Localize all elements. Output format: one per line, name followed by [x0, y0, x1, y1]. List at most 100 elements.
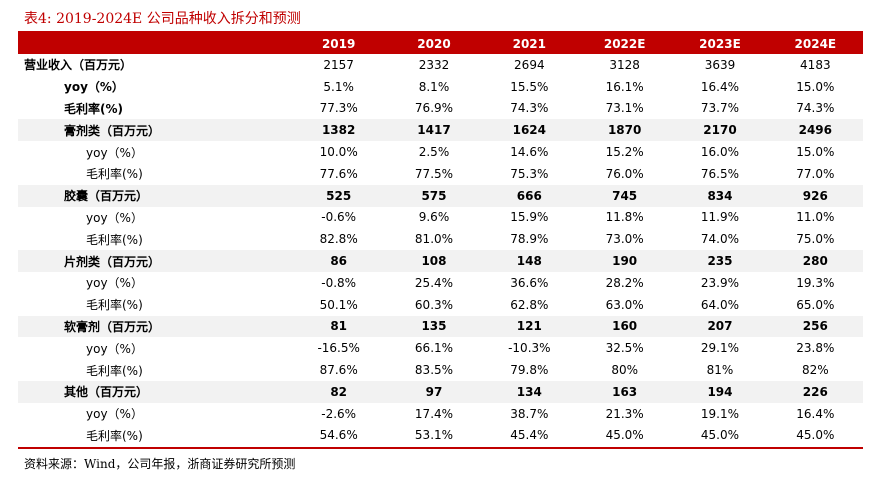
- table-row: 毛利率(%) 82.8% 81.0% 78.9% 73.0% 74.0% 75.0%: [18, 228, 863, 250]
- table-row: 其他（百万元） 82 97 134 163 194 226: [18, 380, 863, 403]
- value-cell: 45.0%: [700, 428, 740, 443]
- table-row: 软膏剂（百万元） 81 135 121 160 207 256: [18, 315, 863, 338]
- row-label: 毛利率(%): [64, 101, 123, 116]
- table-row: yoy（%） -0.8% 25.4% 36.6% 28.2% 23.9% 19.3%: [18, 272, 863, 294]
- value-cell: 9.6%: [418, 210, 450, 225]
- table-row: 毛利率(%) 77.6% 77.5% 75.3% 76.0% 76.5% 77.0%: [18, 163, 863, 185]
- value-cell: 8.1%: [418, 79, 450, 94]
- value-cell: 16.4%: [700, 79, 740, 94]
- value-cell: 75.0%: [796, 232, 835, 247]
- value-cell: 280: [767, 250, 863, 272]
- value-cell: 11.9%: [700, 210, 740, 225]
- value-cell: 63.0%: [605, 297, 644, 312]
- row-label: 毛利率(%): [86, 298, 143, 313]
- header-cell-2020: 2020: [386, 33, 482, 54]
- value-cell: 15.0%: [796, 145, 835, 160]
- row-label: 其他（百万元）: [18, 380, 291, 403]
- table-row: 营业收入（百万元） 2157 2332 2694 3128 3639 4183: [18, 54, 863, 76]
- value-cell: 16.0%: [700, 145, 740, 160]
- value-cell: 97: [386, 380, 482, 403]
- value-cell: -2.6%: [321, 406, 357, 421]
- value-cell: 81.0%: [414, 232, 454, 247]
- value-cell: 1870: [576, 119, 673, 142]
- value-cell: 121: [481, 315, 577, 338]
- value-cell: 2332: [418, 57, 450, 72]
- value-cell: 62.8%: [510, 297, 549, 312]
- value-cell: 83.5%: [414, 363, 454, 378]
- value-cell: 108: [386, 250, 482, 272]
- revenue-split-table: 2019 2020 2021 2022E 2023E 2024E 营业收入（百万…: [18, 33, 863, 446]
- row-label: yoy（%）: [86, 210, 143, 225]
- value-cell: 78.9%: [510, 232, 549, 247]
- value-cell: 45.4%: [510, 428, 549, 443]
- table-row: yoy（%） -2.6% 17.4% 38.7% 21.3% 19.1% 16.4%: [18, 403, 863, 425]
- value-cell: -0.8%: [321, 275, 357, 290]
- value-cell: 2694: [514, 57, 545, 72]
- table-row: 毛利率(%) 54.6% 53.1% 45.4% 45.0% 45.0% 45.0%: [18, 425, 863, 447]
- value-cell: 15.5%: [510, 79, 549, 94]
- value-cell: 256: [767, 315, 863, 338]
- row-label: 软膏剂（百万元）: [18, 315, 291, 338]
- value-cell: 1382: [291, 119, 387, 142]
- value-cell: 575: [386, 184, 482, 207]
- value-cell: 2170: [672, 119, 768, 142]
- row-label: 毛利率(%): [86, 428, 143, 443]
- value-cell: 15.9%: [510, 210, 549, 225]
- value-cell: 19.3%: [796, 275, 835, 290]
- value-cell: 76.5%: [700, 166, 740, 181]
- value-cell: 54.6%: [319, 428, 358, 443]
- value-cell: 86: [291, 250, 387, 272]
- value-cell: 77.0%: [796, 166, 835, 181]
- value-cell: 14.6%: [510, 145, 549, 160]
- value-cell: 15.2%: [605, 145, 644, 160]
- value-cell: 226: [767, 380, 863, 403]
- value-cell: 1417: [386, 119, 482, 142]
- value-cell: -16.5%: [317, 341, 360, 356]
- value-cell: 73.0%: [605, 232, 644, 247]
- table-row: 毛利率(%) 50.1% 60.3% 62.8% 63.0% 64.0% 65.0%: [18, 294, 863, 316]
- value-cell: 76.0%: [605, 166, 644, 181]
- value-cell: 87.6%: [319, 363, 358, 378]
- value-cell: 16.1%: [605, 79, 644, 94]
- table-body: 营业收入（百万元） 2157 2332 2694 3128 3639 4183 yoy（%） 5…: [18, 54, 863, 446]
- value-cell: 11.0%: [796, 210, 835, 225]
- value-cell: 17.4%: [414, 406, 454, 421]
- value-cell: 2496: [767, 119, 863, 142]
- value-cell: 80%: [611, 363, 638, 378]
- table-row: yoy（%） -0.6% 9.6% 15.9% 11.8% 11.9% 11.0%: [18, 207, 863, 229]
- value-cell: 2157: [323, 57, 354, 72]
- value-cell: 23.9%: [700, 275, 740, 290]
- header-cell-2023e: 2023E: [672, 33, 768, 54]
- value-cell: 25.4%: [414, 275, 454, 290]
- header-cell-2024e: 2024E: [767, 33, 863, 54]
- value-cell: 190: [576, 250, 673, 272]
- value-cell: 21.3%: [605, 406, 644, 421]
- value-cell: 32.5%: [605, 341, 644, 356]
- header-cell-label: [18, 33, 291, 54]
- table-row: yoy（%） -16.5% 66.1% -10.3% 32.5% 29.1% 23.8%: [18, 337, 863, 359]
- header-cell-2019: 2019: [291, 33, 387, 54]
- value-cell: 36.6%: [510, 275, 549, 290]
- value-cell: 23.8%: [796, 341, 835, 356]
- value-cell: 163: [576, 380, 673, 403]
- row-label: 片剂类（百万元）: [18, 250, 291, 272]
- value-cell: 926: [767, 184, 863, 207]
- value-cell: 64.0%: [700, 297, 740, 312]
- value-cell: 74.0%: [700, 232, 740, 247]
- value-cell: 45.0%: [605, 428, 644, 443]
- bottom-rule: [18, 447, 863, 449]
- value-cell: 66.1%: [414, 341, 454, 356]
- value-cell: 834: [672, 184, 768, 207]
- value-cell: 15.0%: [796, 79, 835, 94]
- source-note: 资料来源：Wind，公司年报，浙商证券研究所预测: [24, 457, 296, 471]
- value-cell: 60.3%: [414, 297, 454, 312]
- value-cell: 79.8%: [510, 363, 549, 378]
- value-cell: 19.1%: [700, 406, 740, 421]
- value-cell: 10.0%: [319, 145, 358, 160]
- table-row: yoy（%） 5.1% 8.1% 15.5% 16.1% 16.4% 15.0%: [18, 76, 863, 98]
- value-cell: 525: [291, 184, 387, 207]
- value-cell: 745: [576, 184, 673, 207]
- value-cell: 134: [481, 380, 577, 403]
- value-cell: 53.1%: [414, 428, 454, 443]
- value-cell: 3128: [609, 57, 640, 72]
